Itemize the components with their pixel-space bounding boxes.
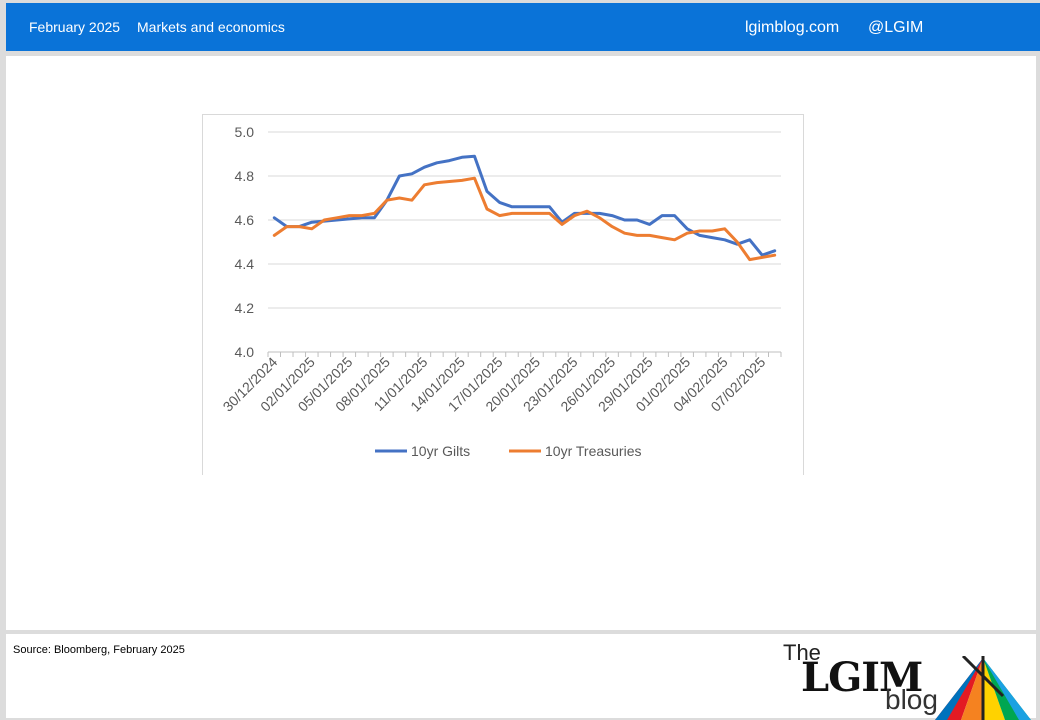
y-tick-label: 4.4 [235,256,255,272]
y-tick-label: 4.8 [235,168,255,184]
y-tick-label: 4.2 [235,300,255,316]
legend-label: 10yr Treasuries [545,443,641,459]
header-date: February 2025 [29,19,121,35]
header-site-link[interactable]: lgimblog.com [745,19,840,36]
header-section-link[interactable]: Markets and economics [137,19,285,35]
y-tick-label: 5.0 [235,124,255,140]
legend-label: 10yr Gilts [411,443,470,459]
lgim-blog-logo[interactable]: The LGIM blog [781,640,1036,720]
y-tick-label: 4.6 [235,212,255,228]
logo-the-text: The [783,640,821,665]
yield-line-chart: 5.04.84.64.44.24.030/12/202402/01/202505… [220,124,782,459]
umbrella-icon [935,656,1031,720]
y-tick-label: 4.0 [235,344,255,360]
header-twitter-link[interactable]: @LGIM [868,19,924,36]
footer-panel: Source: Bloomberg, February 2025 The LGI… [6,634,1036,720]
chart-container: 5.0 4.8 4.6 4.4 4.2 4.0 30/12/2024 02/01/2025 05… [202,114,804,475]
series-line-treasuries [272,176,777,262]
source-note: Source: Bloomberg, February 2025 [13,644,185,656]
logo-lgim-text: LGIM [801,654,923,701]
series-line-gilts [272,154,777,257]
header-bar: February 2025 Markets and economics lgim… [6,3,1040,51]
main-panel: 5.0 4.8 4.6 4.4 4.2 4.0 30/12/2024 02/01/2025 05… [6,56,1036,630]
logo-blog-text: blog [885,684,938,715]
